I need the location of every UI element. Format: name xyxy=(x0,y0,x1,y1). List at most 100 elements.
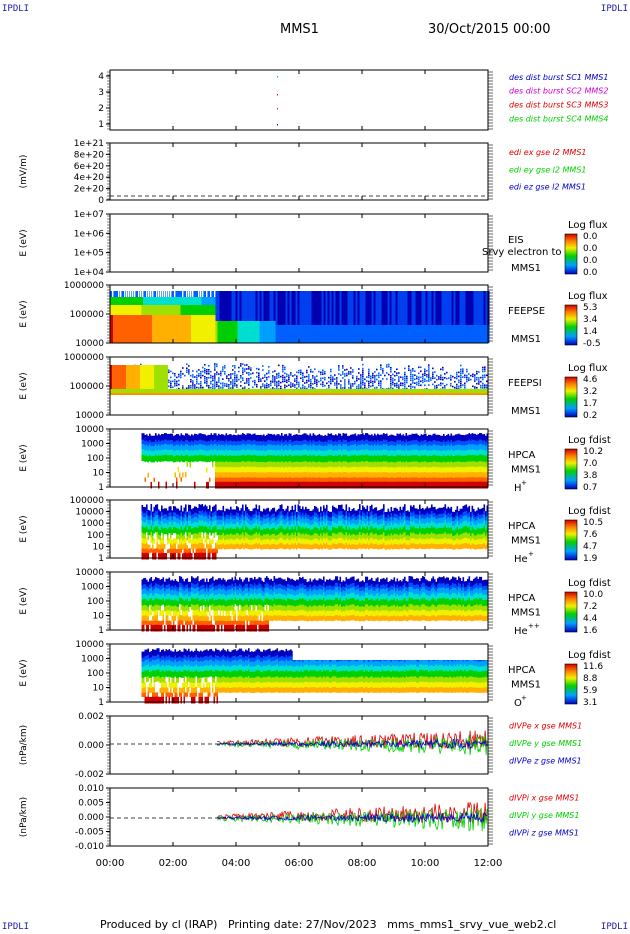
panel-frame xyxy=(109,69,489,131)
colorbar-tick: 4.6 xyxy=(583,375,598,385)
y-tick-label: 10000 xyxy=(75,425,104,435)
y-tick-label: 100000 xyxy=(70,382,105,392)
species-charge: + xyxy=(521,694,527,702)
y-axis-label: E (eV) xyxy=(19,587,29,614)
y-tick-label: 0.000 xyxy=(78,813,104,823)
spacecraft-label: MMS1 xyxy=(511,334,541,345)
colorbar xyxy=(564,448,578,490)
y-tick-label: 100 xyxy=(87,597,104,607)
y-tick-label: 2e+20 xyxy=(74,185,105,195)
corner-label: IPDLI xyxy=(600,922,628,932)
y-tick-label: 4 xyxy=(98,72,104,82)
colorbar-title: Log fdist xyxy=(568,650,611,661)
y-tick-label: 10 xyxy=(93,612,105,622)
y-axis-label: E (eV) xyxy=(19,300,29,327)
colorbar xyxy=(564,519,578,561)
colorbar-tick: 3.4 xyxy=(583,315,598,325)
overlay-label: Srvy electron to xyxy=(482,247,562,258)
colorbar xyxy=(564,376,578,418)
colorbar-tick: 5.3 xyxy=(583,303,597,313)
y-tick-label: -0.002 xyxy=(75,770,104,780)
colorbar-tick: 7.2 xyxy=(583,602,597,612)
y-tick-label: -0.005 xyxy=(75,828,104,838)
y-tick-label: 4e+20 xyxy=(74,173,105,183)
y-axis-label: E (eV) xyxy=(19,659,29,686)
y-tick-label: 2 xyxy=(98,104,104,114)
x-tick-label: 00:00 xyxy=(96,858,125,869)
x-tick-label: 12:00 xyxy=(474,858,503,869)
colorbar xyxy=(564,304,578,346)
y-tick-label: 1 xyxy=(98,698,104,708)
y-tick-label: 10000 xyxy=(75,568,104,578)
y-tick-label: 10 xyxy=(93,469,105,479)
y-tick-label: -0.010 xyxy=(75,842,104,852)
instrument-label: HPCA xyxy=(508,593,536,604)
colorbar-tick: 4.7 xyxy=(583,542,597,552)
y-tick-label: 1e+07 xyxy=(74,210,104,220)
y-tick-label: 100 xyxy=(87,454,104,464)
colorbar-title: Log fdist xyxy=(568,435,611,446)
colorbar-tick: 10.0 xyxy=(583,590,603,600)
colorbar-title: Log fdist xyxy=(568,506,611,517)
y-tick-label: 1 xyxy=(98,120,104,130)
colorbar-tick: 10.2 xyxy=(583,447,603,457)
instrument-label: EIS xyxy=(508,235,524,246)
instrument-label: HPCA xyxy=(508,665,536,676)
legend-entry: des dist burst SC3 MMS3 xyxy=(509,101,608,110)
page-date: 30/Oct/2015 00:00 xyxy=(428,22,551,37)
y-tick-label: 1000 xyxy=(81,655,104,665)
y-tick-label: 1 xyxy=(98,483,104,493)
colorbar-tick: 0.0 xyxy=(583,232,598,242)
legend-entry: edi ez gse l2 MMS1 xyxy=(509,183,586,192)
corner-label: IPDLI xyxy=(2,4,30,14)
spacecraft-label: MMS1 xyxy=(511,608,541,619)
colorbar-tick: 11.6 xyxy=(583,662,603,672)
legend-entry: des dist burst SC1 MMS1 xyxy=(509,73,608,82)
colorbar-tick: 3.2 xyxy=(583,387,597,397)
y-tick-label: 1e+21 xyxy=(74,139,104,149)
spacecraft-label: MMS1 xyxy=(511,536,541,547)
instrument-label: HPCA xyxy=(508,521,536,532)
colorbar xyxy=(564,663,578,705)
legend-entry: des dist burst SC4 MMS4 xyxy=(509,115,608,124)
y-tick-label: 100000 xyxy=(70,310,105,320)
y-tick-label: 0 xyxy=(98,196,104,206)
y-tick-label: 10000 xyxy=(75,411,104,421)
y-tick-label: 8e+20 xyxy=(74,150,105,160)
y-tick-label: 1000000 xyxy=(64,281,104,291)
y-tick-label: 10000 xyxy=(75,640,104,650)
colorbar-tick: 0.7 xyxy=(583,483,597,493)
colorbar-title: Log fdist xyxy=(568,578,611,589)
species-label: O xyxy=(514,698,522,709)
spacecraft-label: MMS1 xyxy=(511,263,541,274)
y-tick-label: 0.005 xyxy=(78,799,104,809)
corner-label: IPDLI xyxy=(2,922,30,932)
spacecraft-label: MMS1 xyxy=(511,465,541,476)
species-label: He xyxy=(514,626,528,637)
x-tick-label: 10:00 xyxy=(411,858,440,869)
colorbar-tick: 5.9 xyxy=(583,686,598,696)
x-tick-label: 04:00 xyxy=(222,858,251,869)
y-axis-label: (nPa/km) xyxy=(19,725,29,765)
y-tick-label: 0.000 xyxy=(78,741,104,751)
colorbar-tick: 1.7 xyxy=(583,399,597,409)
corner-label: IPDLI xyxy=(600,4,628,14)
colorbar-tick: 1.6 xyxy=(583,626,598,636)
x-tick-label: 08:00 xyxy=(348,858,377,869)
species-label: He xyxy=(514,554,528,565)
y-tick-label: 3 xyxy=(98,88,104,98)
colorbar-tick: 0.2 xyxy=(583,411,597,421)
x-tick-label: 06:00 xyxy=(285,858,314,869)
colorbar-tick: 8.8 xyxy=(583,674,598,684)
legend-entry: dIVPi z gse MMS1 xyxy=(509,828,579,837)
colorbar-tick: 7.0 xyxy=(583,459,598,469)
legend-entry: edi ex gse l2 MMS1 xyxy=(509,148,587,157)
legend-entry: dIVPe y gse MMS1 xyxy=(509,739,582,748)
colorbar-tick: 1.9 xyxy=(583,554,598,564)
y-tick-label: 10 xyxy=(93,684,105,694)
y-tick-label: 0.002 xyxy=(78,712,104,722)
colorbar-title: Log flux xyxy=(568,363,608,374)
y-tick-label: 100 xyxy=(87,531,104,541)
species-charge: + xyxy=(528,550,534,558)
